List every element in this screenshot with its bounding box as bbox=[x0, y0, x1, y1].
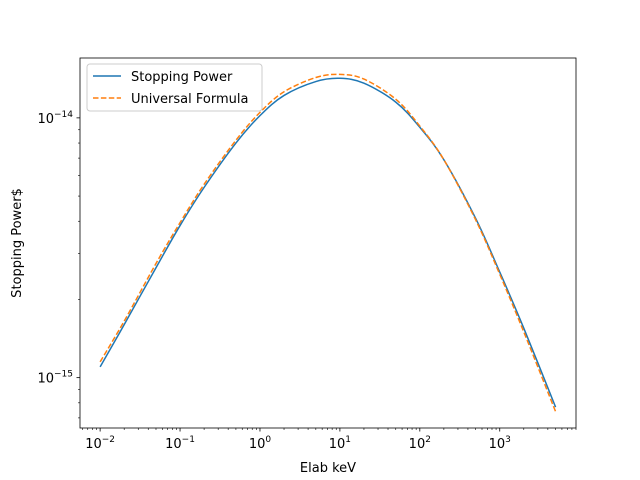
y-axis-ticks: 10−15 10−14 bbox=[37, 110, 80, 419]
y-tick-label: 10−14 bbox=[37, 110, 73, 127]
series-layer bbox=[99, 73, 557, 412]
x-tick-label: 101 bbox=[329, 435, 351, 452]
legend: Stopping Power Universal Formula bbox=[86, 63, 263, 112]
plot-area bbox=[80, 58, 576, 428]
plot-frame bbox=[79, 57, 577, 429]
x-tick-label: 102 bbox=[409, 435, 431, 452]
legend-label-universal-formula: Universal Formula bbox=[131, 92, 248, 107]
x-tick-label: 10−1 bbox=[165, 435, 195, 452]
legend-label-stopping-power: Stopping Power bbox=[131, 70, 233, 85]
x-tick-label: 100 bbox=[249, 435, 272, 452]
legend-frame bbox=[86, 63, 263, 112]
y-axis-label: Stopping Power$ bbox=[10, 188, 25, 298]
series-line-universal-formula bbox=[99, 73, 557, 412]
x-tick-label: 103 bbox=[489, 435, 511, 452]
x-axis-label: Elab keV bbox=[300, 461, 356, 476]
y-tick-label: 10−15 bbox=[37, 370, 73, 387]
x-tick-label: 10−2 bbox=[85, 435, 115, 452]
x-axis-ticks: 10−2 10−1 100 101 102 103 bbox=[82, 428, 577, 452]
